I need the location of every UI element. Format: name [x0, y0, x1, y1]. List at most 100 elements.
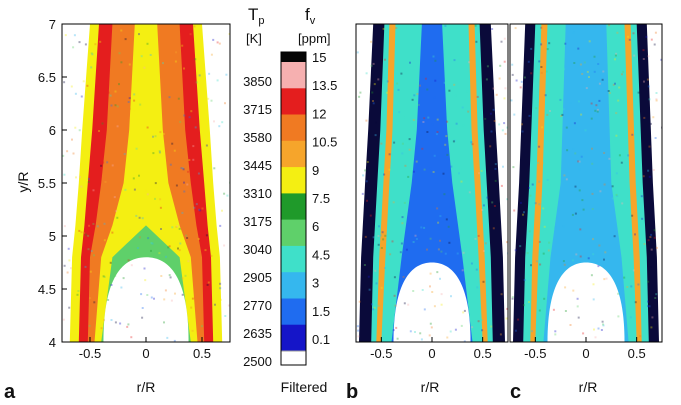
panel-a-speckle [208, 72, 211, 75]
panel-a-speckle [163, 298, 166, 301]
panel-a-speckle [181, 293, 184, 296]
panel-a-speckle [72, 46, 75, 49]
panel-c-speckle [511, 63, 514, 66]
panel-c-speckle [529, 194, 532, 197]
panel-b-speckle [439, 277, 441, 280]
panel-b-speckle [428, 334, 431, 337]
panel-a-speckle [96, 225, 99, 228]
panel-c-speckle [613, 235, 616, 238]
panel-c-speckle [643, 116, 646, 119]
panel-b-speckle [432, 171, 435, 173]
panel-a-speckle [126, 325, 129, 328]
panel-c-speckle [584, 129, 587, 132]
panel-b-speckle [365, 72, 368, 75]
panel-a-speckle [91, 53, 94, 56]
panel-b-speckle [485, 78, 488, 81]
panel-b-speckle [471, 143, 474, 146]
panel-b-speckle [413, 94, 416, 97]
panel-c-speckle [648, 175, 651, 178]
panel-a-speckle [168, 274, 171, 277]
panel-c-speckle [652, 116, 655, 119]
panel-c-speckle [623, 276, 626, 279]
panel-a-speckle [195, 203, 198, 206]
panel-b-speckle [395, 27, 398, 29]
legend-unit-tp: [K] [246, 31, 262, 46]
panel-a-speckle [151, 242, 154, 245]
panel-c-x-axis-label: r/R [579, 379, 598, 395]
panel-a-speckle [120, 61, 123, 64]
panel-b-speckle [388, 168, 391, 171]
panel-c-speckle [615, 172, 618, 175]
panel-a-speckle [107, 299, 110, 301]
panel-c-speckle [614, 82, 616, 85]
panel-c-speckle [597, 265, 600, 268]
panel-b-speckle [449, 205, 452, 208]
panel-b-speckle [398, 111, 401, 114]
panel-b-speckle [440, 303, 443, 306]
panel-b-speckle [470, 141, 473, 144]
panel-b-speckle [396, 337, 399, 340]
panel-a-speckle [226, 194, 229, 197]
panel-c-speckle [642, 175, 645, 178]
panel-a-speckle [158, 150, 161, 152]
panel-c-speckle [588, 76, 590, 78]
panel-b-speckle [477, 234, 480, 237]
panel-c-speckle [603, 258, 605, 261]
panel-a-speckle [74, 126, 77, 129]
panel-b-speckle [433, 305, 436, 308]
panel-a-speckle [80, 95, 83, 98]
panel-c-speckle [621, 202, 624, 205]
panel-b-speckle [429, 237, 432, 240]
panel-b-speckle [364, 235, 367, 238]
panel-b-speckle [435, 182, 438, 185]
panel-c-speckle [511, 296, 514, 298]
panel-b-speckle [397, 88, 400, 91]
panel-b-speckle [393, 276, 396, 279]
tp-label: 3850 [243, 74, 272, 89]
panel-a-speckle [219, 282, 222, 285]
panel-a-speckle [150, 242, 153, 244]
panel-b-speckle [409, 61, 411, 64]
panel-b-speckle [427, 116, 430, 119]
panel-a-speckle [158, 252, 161, 255]
panel-c-speckle [544, 94, 547, 97]
panel-c-speckle [578, 168, 581, 171]
panel-c-speckle [618, 86, 621, 89]
panel-c-speckle [565, 178, 568, 181]
panel-b-speckle [494, 179, 497, 182]
panel-b-speckle [429, 272, 432, 275]
panel-b-speckle [372, 62, 375, 65]
panel-b-speckle [423, 168, 426, 171]
panel-b-speckle [490, 325, 493, 328]
fv-label: 9 [312, 163, 319, 178]
panel-c-speckle [593, 55, 596, 58]
panel-b-speckle [447, 225, 450, 228]
panel-c-speckle [588, 40, 591, 43]
panel-b-speckle [454, 328, 457, 331]
panel-c-speckle [541, 117, 544, 119]
panel-a-speckle [63, 225, 66, 228]
panel-b-speckle [426, 131, 429, 133]
panel-c-speckle [526, 252, 529, 255]
panel-b-speckle [423, 226, 426, 229]
panel-a-speckle [86, 84, 89, 87]
panel-b-speckle [505, 317, 508, 320]
panel-c-speckle [642, 49, 645, 52]
panel-b-speckle [491, 201, 494, 204]
panel-c-speckle [577, 160, 580, 163]
panel-c-speckle [654, 297, 657, 299]
panel-c-speckle [629, 316, 632, 319]
panel-a-speckle [109, 94, 112, 97]
panel-a-speckle [92, 189, 95, 192]
panel-b-speckle [490, 130, 493, 133]
panel-a-speckle [213, 120, 215, 123]
panel-c-speckle [573, 122, 576, 125]
panel-c-speckle [519, 86, 522, 89]
panel-a-speckle [179, 120, 182, 123]
panel-c-speckle [598, 82, 601, 85]
panel-a-speckle [228, 33, 230, 35]
panel-a-speckle [173, 339, 176, 342]
panel-a-filtered-core [103, 257, 189, 342]
panel-b-speckle [493, 120, 496, 122]
